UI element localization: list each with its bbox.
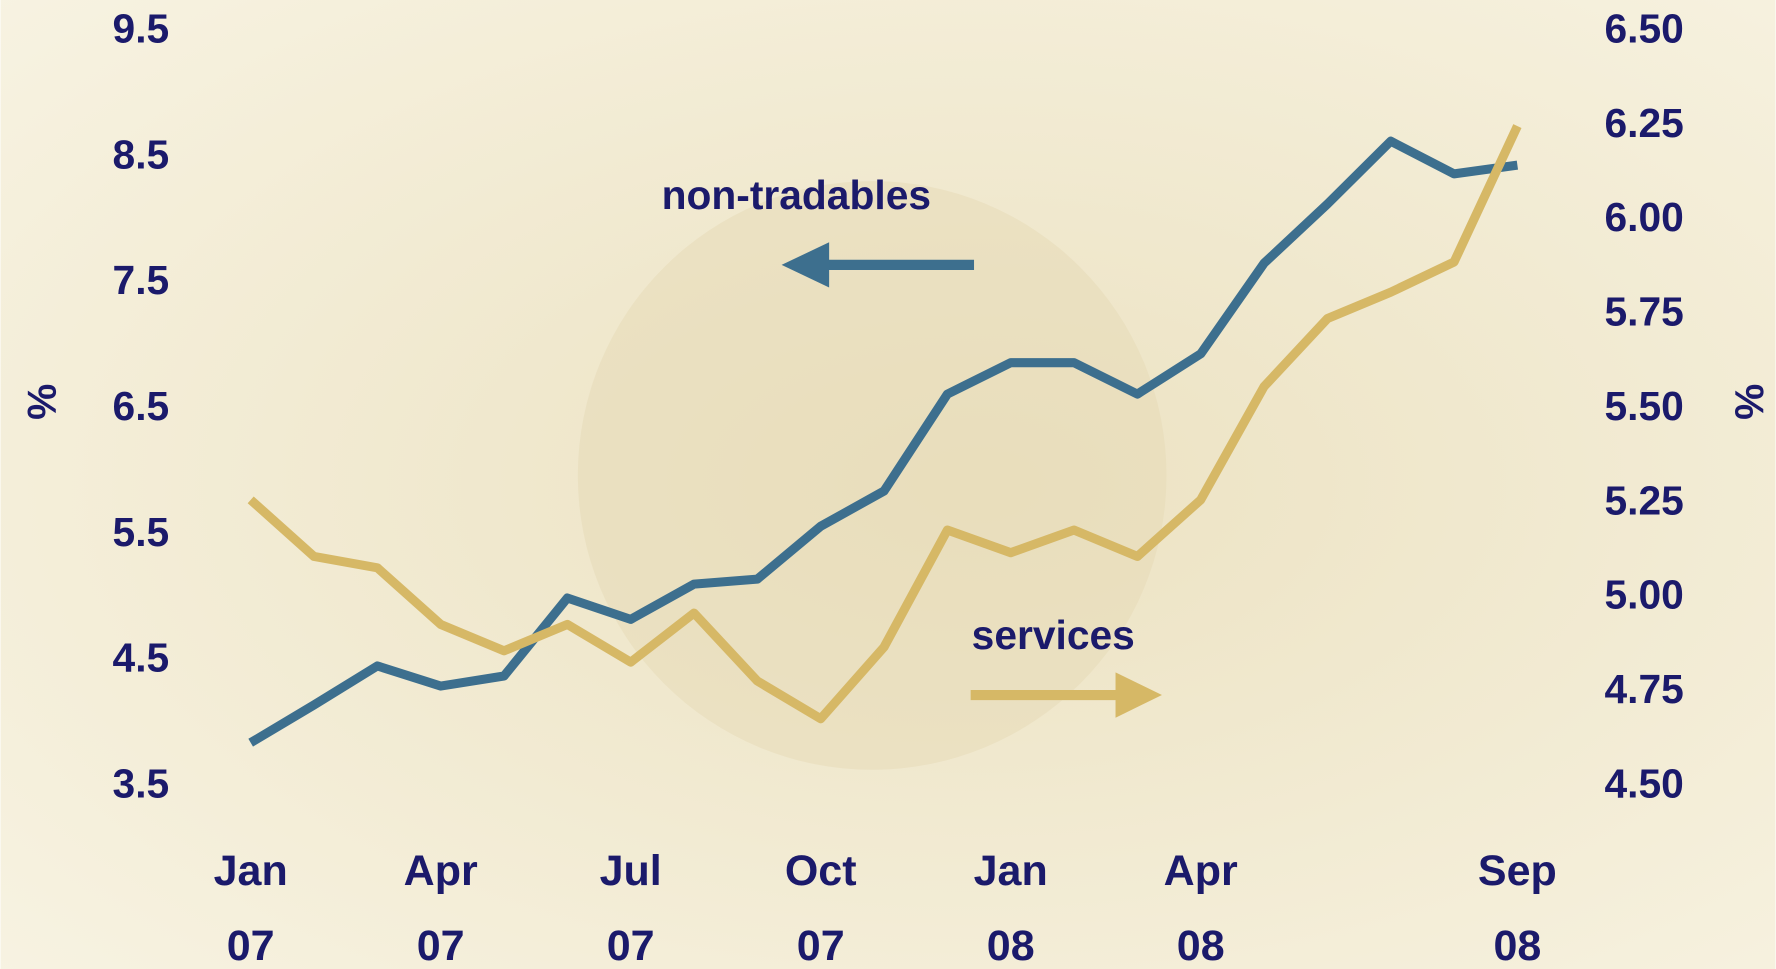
series-line <box>248 136 1519 747</box>
x-tick-label-box: Oct 07 <box>784 847 857 969</box>
y-tick-label: 9.5 <box>113 5 170 51</box>
y2-tick-label: 6.25 <box>1605 100 1684 146</box>
y2-tick-label: 5.75 <box>1605 289 1684 335</box>
arrow-head <box>1115 672 1162 718</box>
y-tick-label: 5.5 <box>113 509 170 555</box>
x-tick-label: Oct 07 <box>784 847 857 969</box>
y-tick-label: 4.5 <box>113 635 170 681</box>
x-tick-label-box: Apr 07 <box>403 847 478 969</box>
x-tick-label: Jan 08 <box>973 847 1048 969</box>
y2-tick-label: 4.50 <box>1605 761 1684 807</box>
y2-axis-label: % <box>1726 384 1772 420</box>
y-tick-label: 3.5 <box>113 761 170 807</box>
y2-tick-label: 5.25 <box>1605 477 1684 523</box>
x-tick-label-box: Sep 08 <box>1477 847 1557 969</box>
y2-tick-label: 6.50 <box>1605 5 1684 51</box>
series-line <box>247 124 1522 724</box>
x-tick-label: Jan 07 <box>213 847 288 969</box>
x-tick-label: Jul 07 <box>599 847 662 969</box>
arrow-head <box>781 242 830 288</box>
y-tick-label: 7.5 <box>113 257 170 303</box>
x-tick-label: Apr 07 <box>403 847 478 969</box>
x-tick-label: Sep 08 <box>1477 847 1557 969</box>
x-tick-label-box: Jan 07 <box>213 847 288 969</box>
y-axis-label: % <box>19 384 65 420</box>
x-tick-label-box: Apr 08 <box>1163 847 1238 969</box>
y-tick-label: 6.5 <box>113 383 170 429</box>
y2-tick-label: 5.00 <box>1605 572 1684 618</box>
x-tick-label-box: Jan 08 <box>973 847 1048 969</box>
x-tick-label: Apr 08 <box>1163 847 1238 969</box>
y2-tick-label: 5.50 <box>1605 383 1684 429</box>
series-annotation: services <box>972 612 1135 658</box>
x-tick-label-box: Jul 07 <box>599 847 662 969</box>
series-annotation: non-tradables <box>662 172 931 218</box>
y2-tick-label: 4.75 <box>1605 666 1684 712</box>
y2-tick-label: 6.00 <box>1605 194 1684 240</box>
y-tick-label: 8.5 <box>113 131 170 177</box>
background-seal <box>577 181 1167 770</box>
